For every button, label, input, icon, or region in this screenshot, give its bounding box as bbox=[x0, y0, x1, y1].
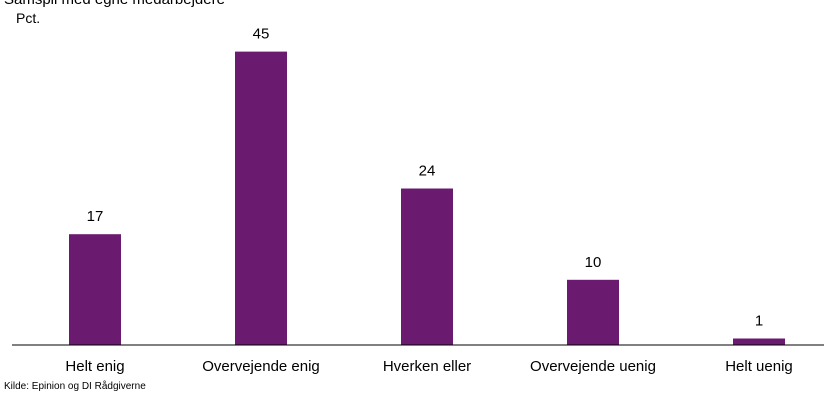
category-label-2: Hverken eller bbox=[383, 358, 471, 375]
value-label-2: 24 bbox=[419, 163, 436, 180]
value-label-1: 45 bbox=[253, 26, 270, 43]
chart-title: Samspil med egne medarbejdere bbox=[4, 0, 225, 8]
bars-layer bbox=[69, 51, 785, 345]
category-label-0: Helt enig bbox=[65, 358, 124, 375]
bar-2 bbox=[401, 188, 453, 345]
category-label-3: Overvejende uenig bbox=[530, 358, 656, 375]
y-axis-unit-label: Pct. bbox=[16, 10, 41, 26]
tick-labels-layer: Helt enig Overvejende enig Hverken eller Ov… bbox=[65, 358, 792, 375]
value-label-3: 10 bbox=[585, 254, 602, 271]
bar-4 bbox=[733, 338, 785, 345]
bar-1 bbox=[235, 51, 287, 345]
value-labels-layer: 17 45 24 10 1 bbox=[87, 26, 764, 330]
value-label-4: 1 bbox=[755, 313, 763, 330]
source-note: Kilde: Epinion og DI Rådgiverne bbox=[4, 381, 146, 392]
category-label-4: Helt uenig bbox=[725, 358, 793, 375]
bar-0 bbox=[69, 234, 121, 345]
bar-3 bbox=[567, 279, 619, 345]
value-label-0: 17 bbox=[87, 208, 104, 225]
category-label-1: Overvejende enig bbox=[202, 358, 320, 375]
